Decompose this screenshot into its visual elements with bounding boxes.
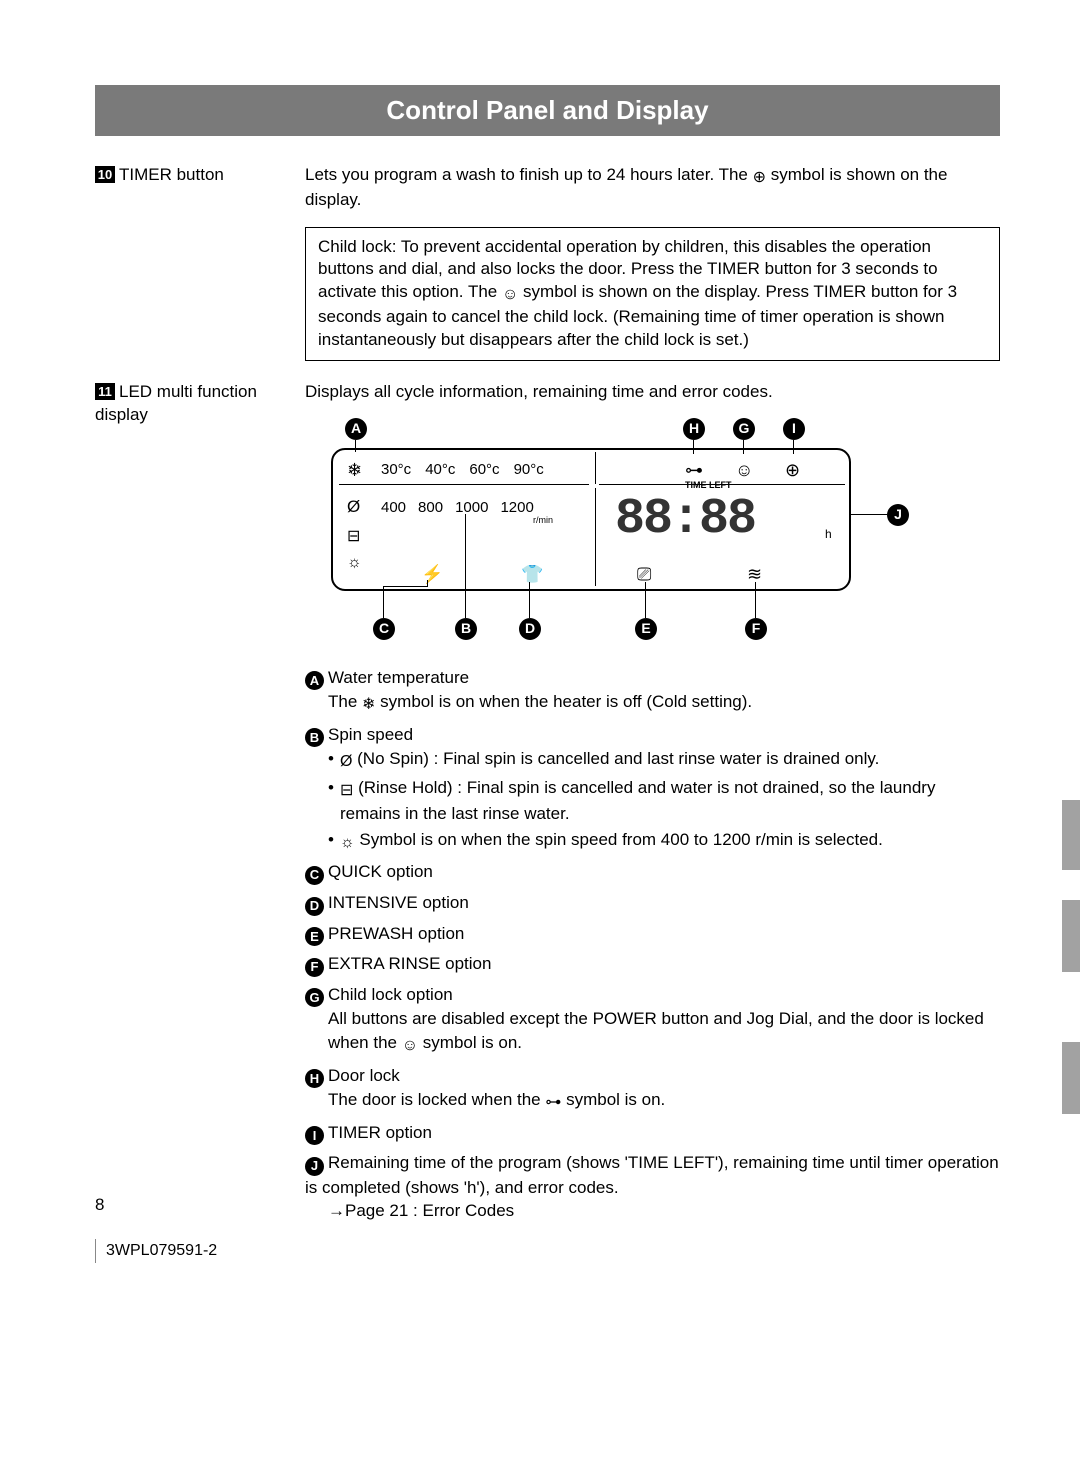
num-box-11: 11 (95, 383, 115, 400)
callout-h: H (683, 418, 705, 440)
side-tab-2 (1062, 900, 1080, 972)
nospin-inline-icon: Ø (340, 751, 352, 773)
segment-display: 88:88 (615, 486, 755, 554)
item-10-row: 10TIMER button Lets you program a wash t… (95, 164, 1000, 361)
callout-d: D (519, 618, 541, 640)
panel-hline-2 (599, 484, 845, 485)
badge-g: G (305, 988, 324, 1007)
badge-a: A (305, 671, 324, 690)
def-c: CQUICK option (305, 860, 1000, 885)
def-g: GChild lock option All buttons are disab… (305, 983, 1000, 1058)
badge-j: J (305, 1157, 324, 1176)
def-h: HDoor lock The door is locked when the ⊶… (305, 1064, 1000, 1115)
callout-c: C (373, 618, 395, 640)
badge-f: F (305, 958, 324, 977)
face-icon: ☺ (502, 284, 518, 306)
callout-a: A (345, 418, 367, 440)
snowflake-inline-icon: ❄ (362, 694, 375, 716)
panel-divider-1 (595, 452, 596, 484)
temp-row: 30°c 40°c 60°c 90°c (381, 460, 544, 480)
face-inline-icon: ☺ (402, 1035, 418, 1057)
side-tabs (1062, 800, 1080, 1144)
spin-row: 400 800 1000 1200 (381, 498, 534, 518)
intensive-icon: 👕 (521, 562, 543, 586)
item-11-desc: Displays all cycle information, remainin… (305, 381, 1000, 1229)
rmin-label: r/min (533, 514, 553, 526)
callout-b: B (455, 618, 477, 640)
badge-i: I (305, 1126, 324, 1145)
section-header: Control Panel and Display (95, 85, 1000, 136)
child-lock-note: Child lock: To prevent accidental operat… (305, 227, 1000, 361)
item-11-row: 11LED multi function display Displays al… (95, 381, 1000, 1229)
panel-divider-2 (595, 488, 596, 586)
spin-on-icon: ☼ (347, 552, 362, 574)
def-f: FEXTRA RINSE option (305, 952, 1000, 977)
def-d: DINTENSIVE option (305, 891, 1000, 916)
badge-h: H (305, 1069, 324, 1088)
badge-b: B (305, 728, 324, 747)
clock-icon: ⊕ (753, 167, 766, 189)
quick-icon: ⚡ (421, 562, 443, 586)
def-b: BSpin speed •Ø (No Spin) : Final spin is… (305, 723, 1000, 855)
timer-panel-icon: ⊕ (785, 458, 800, 482)
snowflake-icon: ❄ (347, 458, 362, 482)
lock-inline-icon: ⊶ (545, 1092, 561, 1114)
callout-g: G (733, 418, 755, 440)
item-11-label-text: LED multi function display (95, 382, 257, 424)
callout-i: I (783, 418, 805, 440)
item-10-label: 10TIMER button (95, 164, 305, 361)
def-i: ITIMER option (305, 1121, 1000, 1146)
child-lock-panel-icon: ☺ (735, 458, 753, 482)
page-number: 8 (95, 1195, 104, 1215)
badge-e: E (305, 927, 324, 946)
item-10-label-text: TIMER button (119, 165, 224, 184)
badge-d: D (305, 897, 324, 916)
spinon-inline-icon: ☼ (340, 832, 355, 854)
rinse-hold-icon: ⊟ (347, 526, 360, 548)
page-reference: →Page 21 : Error Codes (328, 1199, 1000, 1223)
callout-f: F (745, 618, 767, 640)
item-11-label: 11LED multi function display (95, 381, 305, 1229)
def-e: EPREWASH option (305, 922, 1000, 947)
def-a: AWater temperature The ❄ symbol is on wh… (305, 666, 1000, 717)
h-label: h (825, 526, 832, 542)
badge-c: C (305, 866, 324, 885)
led-panel-diagram: ❄ 30°c 40°c 60°c 90°c Ø 400 800 1000 120… (305, 418, 945, 648)
definitions-list: AWater temperature The ❄ symbol is on wh… (305, 666, 1000, 1223)
num-box-10: 10 (95, 166, 115, 183)
item-10-desc: Lets you program a wash to finish up to … (305, 164, 1000, 361)
nospin-icon: Ø (347, 496, 360, 519)
page: Control Panel and Display 10TIMER button… (0, 0, 1080, 1295)
def-j: JRemaining time of the program (shows 'T… (305, 1151, 1000, 1223)
panel-hline-1 (339, 484, 589, 485)
side-tab-1 (1062, 800, 1080, 870)
rinsehold-inline-icon: ⊟ (340, 780, 353, 802)
callout-j: J (887, 504, 909, 526)
document-id: 3WPL079591-2 (95, 1239, 217, 1263)
side-tab-3 (1062, 1042, 1080, 1114)
callout-e: E (635, 618, 657, 640)
